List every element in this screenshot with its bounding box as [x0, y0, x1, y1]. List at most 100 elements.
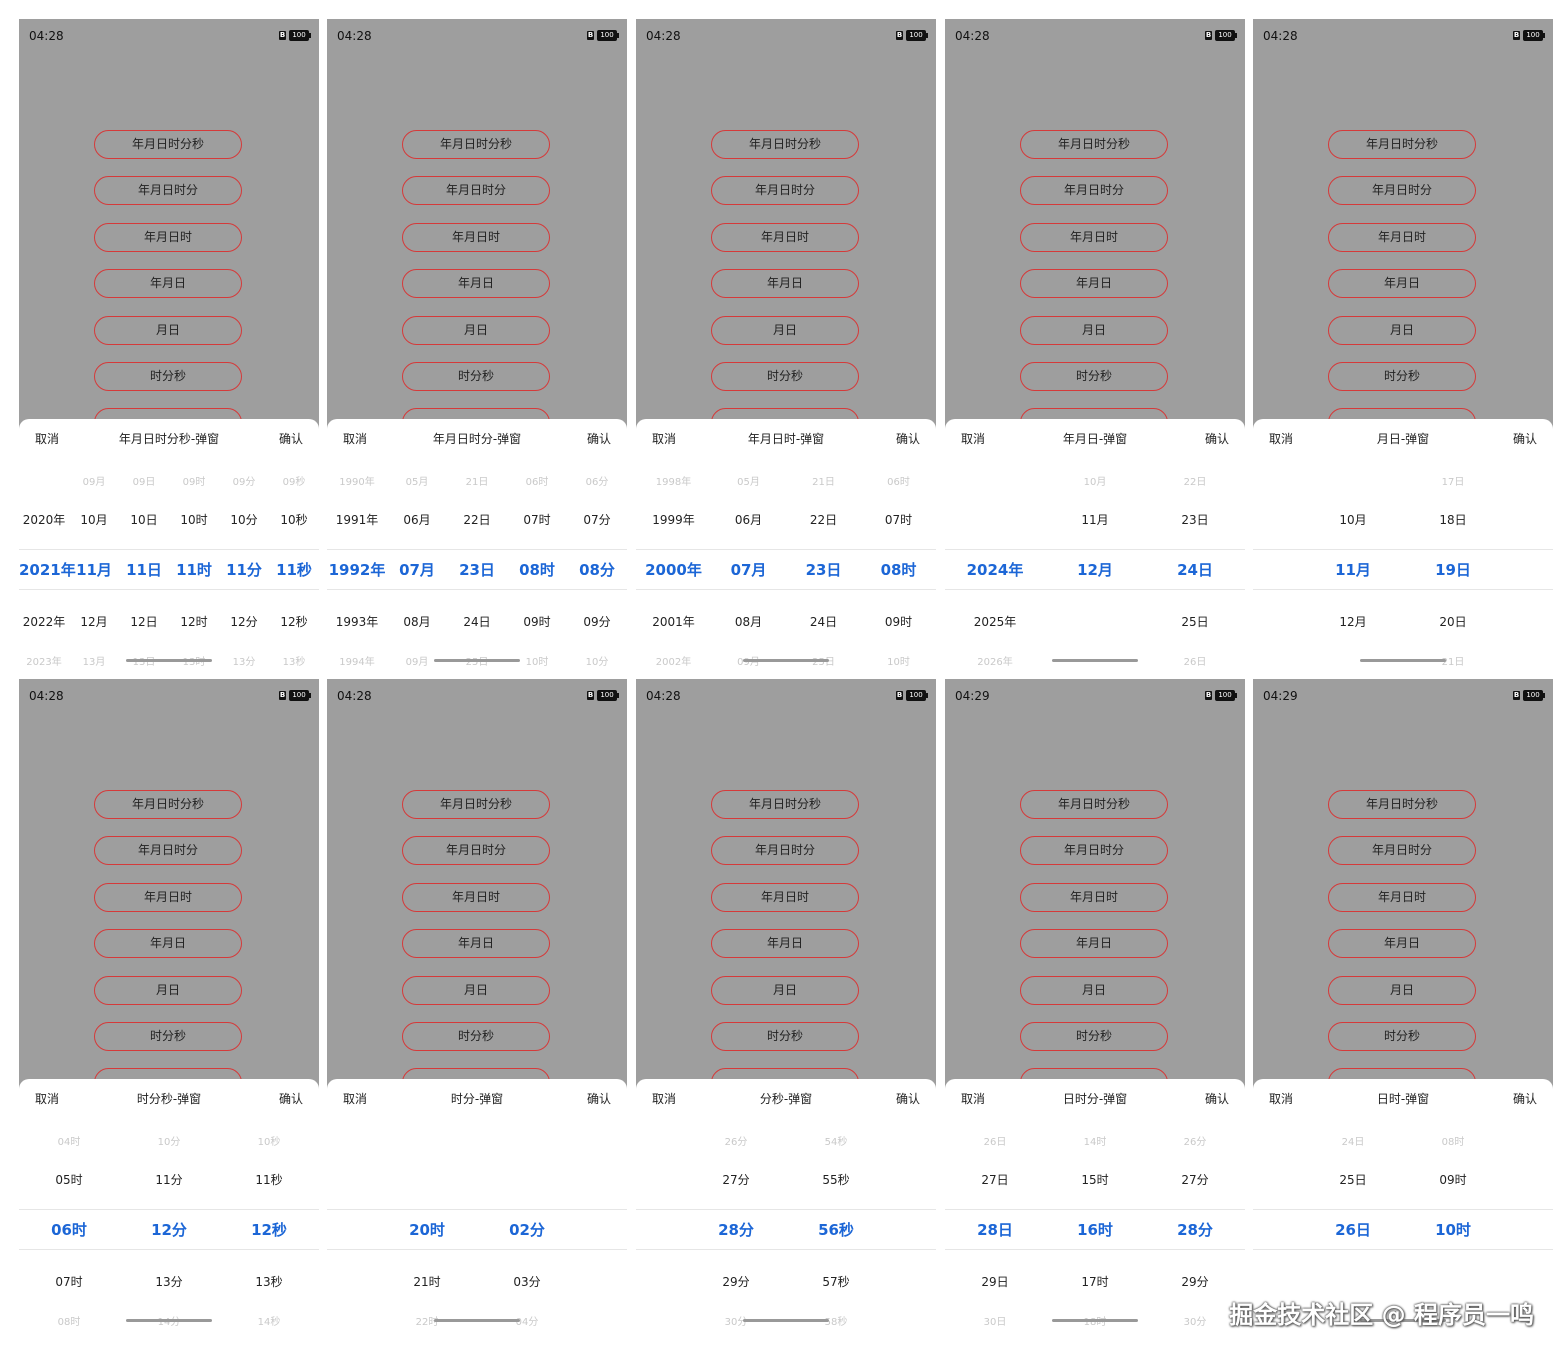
menu-button[interactable]: 年月日时 [1328, 223, 1476, 252]
menu-button[interactable]: 月日 [1328, 976, 1476, 1005]
menu-button[interactable]: 年月日时分秒 [1020, 130, 1168, 159]
picker-column[interactable]: 26分 27分 28分 29分 30分 [686, 1123, 786, 1328]
picker-column[interactable]: 26分 27分 28分 29分 30分 [1145, 1123, 1245, 1328]
wheel-picker[interactable]: 20时 21时 22时 02分 03分 04分 [327, 1123, 627, 1328]
menu-button[interactable]: 月日 [402, 316, 550, 345]
menu-button[interactable]: 月日 [94, 316, 242, 345]
confirm-button[interactable]: 确认 [278, 432, 303, 446]
confirm-button[interactable]: 确认 [586, 432, 611, 446]
menu-button[interactable]: 年月日时 [402, 223, 550, 252]
menu-button[interactable]: 月日 [711, 976, 859, 1005]
wheel-picker[interactable]: 1990年 1991年 1992年 1993年 1994年 05月 06月 07月 08月 09月… [327, 463, 627, 668]
menu-button[interactable]: 年月日时分 [1020, 176, 1168, 205]
picker-column[interactable]: 05月 06月 07月 08月 09月 [711, 463, 786, 668]
menu-button[interactable]: 年月日时分 [402, 836, 550, 865]
menu-button[interactable]: 月日 [402, 976, 550, 1005]
menu-button[interactable]: 时分秒 [1328, 1022, 1476, 1051]
menu-button[interactable]: 时分秒 [94, 1022, 242, 1051]
wheel-picker[interactable]: 24日 25日 26日 08时 09时 10时 [1253, 1123, 1553, 1323]
picker-column[interactable]: 05月 06月 07月 08月 09月 [387, 463, 447, 668]
menu-button[interactable]: 年月日时分 [711, 836, 859, 865]
menu-button[interactable]: 年月日时分 [1328, 836, 1476, 865]
menu-button[interactable]: 年月日时 [94, 223, 242, 252]
picker-column[interactable]: 09日 10日 11日 12日 13日 [119, 463, 169, 668]
menu-button[interactable]: 年月日时分秒 [94, 790, 242, 819]
menu-button[interactable]: 年月日时分秒 [1328, 790, 1476, 819]
menu-button[interactable]: 年月日 [1020, 269, 1168, 298]
picker-column[interactable]: 17日 18日 19日 20日 21日 [1403, 463, 1503, 668]
picker-column[interactable]: 20时 21时 22时 [377, 1123, 477, 1328]
confirm-button[interactable]: 确认 [895, 432, 920, 446]
picker-column[interactable]: 04时 05时 06时 07时 08时 [19, 1123, 119, 1328]
menu-button[interactable]: 年月日时 [1328, 883, 1476, 912]
menu-button[interactable]: 时分秒 [402, 1022, 550, 1051]
menu-button[interactable]: 年月日 [1020, 929, 1168, 958]
cancel-button[interactable]: 取消 [1269, 432, 1294, 446]
confirm-button[interactable]: 确认 [278, 1092, 303, 1106]
menu-button[interactable]: 月日 [1020, 316, 1168, 345]
menu-button[interactable]: 年月日 [711, 929, 859, 958]
picker-column[interactable]: 10月 11月 12月 [1045, 463, 1145, 663]
menu-button[interactable]: 月日 [711, 316, 859, 345]
menu-button[interactable]: 年月日时 [711, 883, 859, 912]
picker-column[interactable]: 10秒 11秒 12秒 13秒 14秒 [219, 1123, 319, 1328]
menu-button[interactable]: 年月日时分秒 [711, 790, 859, 819]
menu-button[interactable]: 年月日时分秒 [402, 130, 550, 159]
picker-column[interactable]: 14时 15时 16时 17时 18时 [1045, 1123, 1145, 1328]
picker-column[interactable]: 09秒 10秒 11秒 12秒 13秒 [269, 463, 319, 668]
menu-button[interactable]: 年月日时 [402, 883, 550, 912]
picker-column[interactable]: 1998年 1999年 2000年 2001年 2002年 [636, 463, 711, 668]
menu-button[interactable]: 时分秒 [402, 362, 550, 391]
menu-button[interactable]: 时分秒 [1020, 1022, 1168, 1051]
menu-button[interactable]: 年月日时 [1020, 883, 1168, 912]
menu-button[interactable]: 年月日时分秒 [94, 130, 242, 159]
cancel-button[interactable]: 取消 [343, 432, 368, 446]
picker-column[interactable]: 06时 07时 08时 09时 10时 [861, 463, 936, 668]
cancel-button[interactable]: 取消 [652, 432, 677, 446]
menu-button[interactable]: 年月日时分秒 [402, 790, 550, 819]
menu-button[interactable]: 年月日时分 [1020, 836, 1168, 865]
picker-column[interactable]: 26日 27日 28日 29日 30日 [945, 1123, 1045, 1328]
picker-column[interactable]: 09时 10时 11时 12时 13时 [169, 463, 219, 668]
menu-button[interactable]: 年月日 [94, 929, 242, 958]
confirm-button[interactable]: 确认 [1512, 1092, 1537, 1106]
menu-button[interactable]: 时分秒 [711, 362, 859, 391]
cancel-button[interactable]: 取消 [343, 1092, 368, 1106]
confirm-button[interactable]: 确认 [895, 1092, 920, 1106]
picker-column[interactable]: 06分 07分 08分 09分 10分 [567, 463, 627, 668]
cancel-button[interactable]: 取消 [652, 1092, 677, 1106]
picker-column[interactable]: 21日 22日 23日 24日 25日 [447, 463, 507, 668]
menu-button[interactable]: 年月日 [402, 269, 550, 298]
picker-column[interactable]: 02分 03分 04分 [477, 1123, 577, 1328]
menu-button[interactable]: 年月日时 [711, 223, 859, 252]
cancel-button[interactable]: 取消 [35, 432, 60, 446]
wheel-picker[interactable]: 04时 05时 06时 07时 08时 10分 11分 12分 13分 14分 10秒 11秒 12秒 1… [19, 1123, 319, 1328]
menu-button[interactable]: 年月日时分秒 [1020, 790, 1168, 819]
wheel-picker[interactable]: 2024年 2025年 2026年 10月 11月 12月 22日 23日 24日 25日 26日 [945, 463, 1245, 668]
confirm-button[interactable]: 确认 [1204, 1092, 1229, 1106]
wheel-picker[interactable]: 10月 11月 12月 17日 18日 19日 20日 21日 [1253, 463, 1553, 668]
menu-button[interactable]: 年月日 [1328, 269, 1476, 298]
picker-column[interactable]: 21日 22日 23日 24日 25日 [786, 463, 861, 668]
picker-column[interactable]: 54秒 55秒 56秒 57秒 58秒 [786, 1123, 886, 1328]
menu-button[interactable]: 年月日时分 [94, 836, 242, 865]
menu-button[interactable]: 年月日时 [1020, 223, 1168, 252]
picker-column[interactable]: 10分 11分 12分 13分 14分 [119, 1123, 219, 1328]
picker-column[interactable]: 06时 07时 08时 09时 10时 [507, 463, 567, 668]
picker-column[interactable]: 24日 25日 26日 [1303, 1123, 1403, 1323]
menu-button[interactable]: 年月日时分 [402, 176, 550, 205]
picker-column[interactable]: 10月 11月 12月 [1303, 463, 1403, 663]
picker-column[interactable]: 22日 23日 24日 25日 26日 [1145, 463, 1245, 668]
menu-button[interactable]: 月日 [1020, 976, 1168, 1005]
cancel-button[interactable]: 取消 [961, 1092, 986, 1106]
menu-button[interactable]: 时分秒 [1328, 362, 1476, 391]
picker-column[interactable]: 2024年 2025年 2026年 [945, 463, 1045, 668]
confirm-button[interactable]: 确认 [586, 1092, 611, 1106]
wheel-picker[interactable]: 26分 27分 28分 29分 30分 54秒 55秒 56秒 57秒 58秒 [636, 1123, 936, 1328]
picker-column[interactable]: 09分 10分 11分 12分 13分 [219, 463, 269, 668]
wheel-picker[interactable]: 1998年 1999年 2000年 2001年 2002年 05月 06月 07月 08月 09月… [636, 463, 936, 668]
confirm-button[interactable]: 确认 [1204, 432, 1229, 446]
picker-column[interactable]: 2020年 2021年 2022年 2023年 [19, 463, 76, 668]
menu-button[interactable]: 年月日时分秒 [1328, 130, 1476, 159]
menu-button[interactable]: 时分秒 [711, 1022, 859, 1051]
